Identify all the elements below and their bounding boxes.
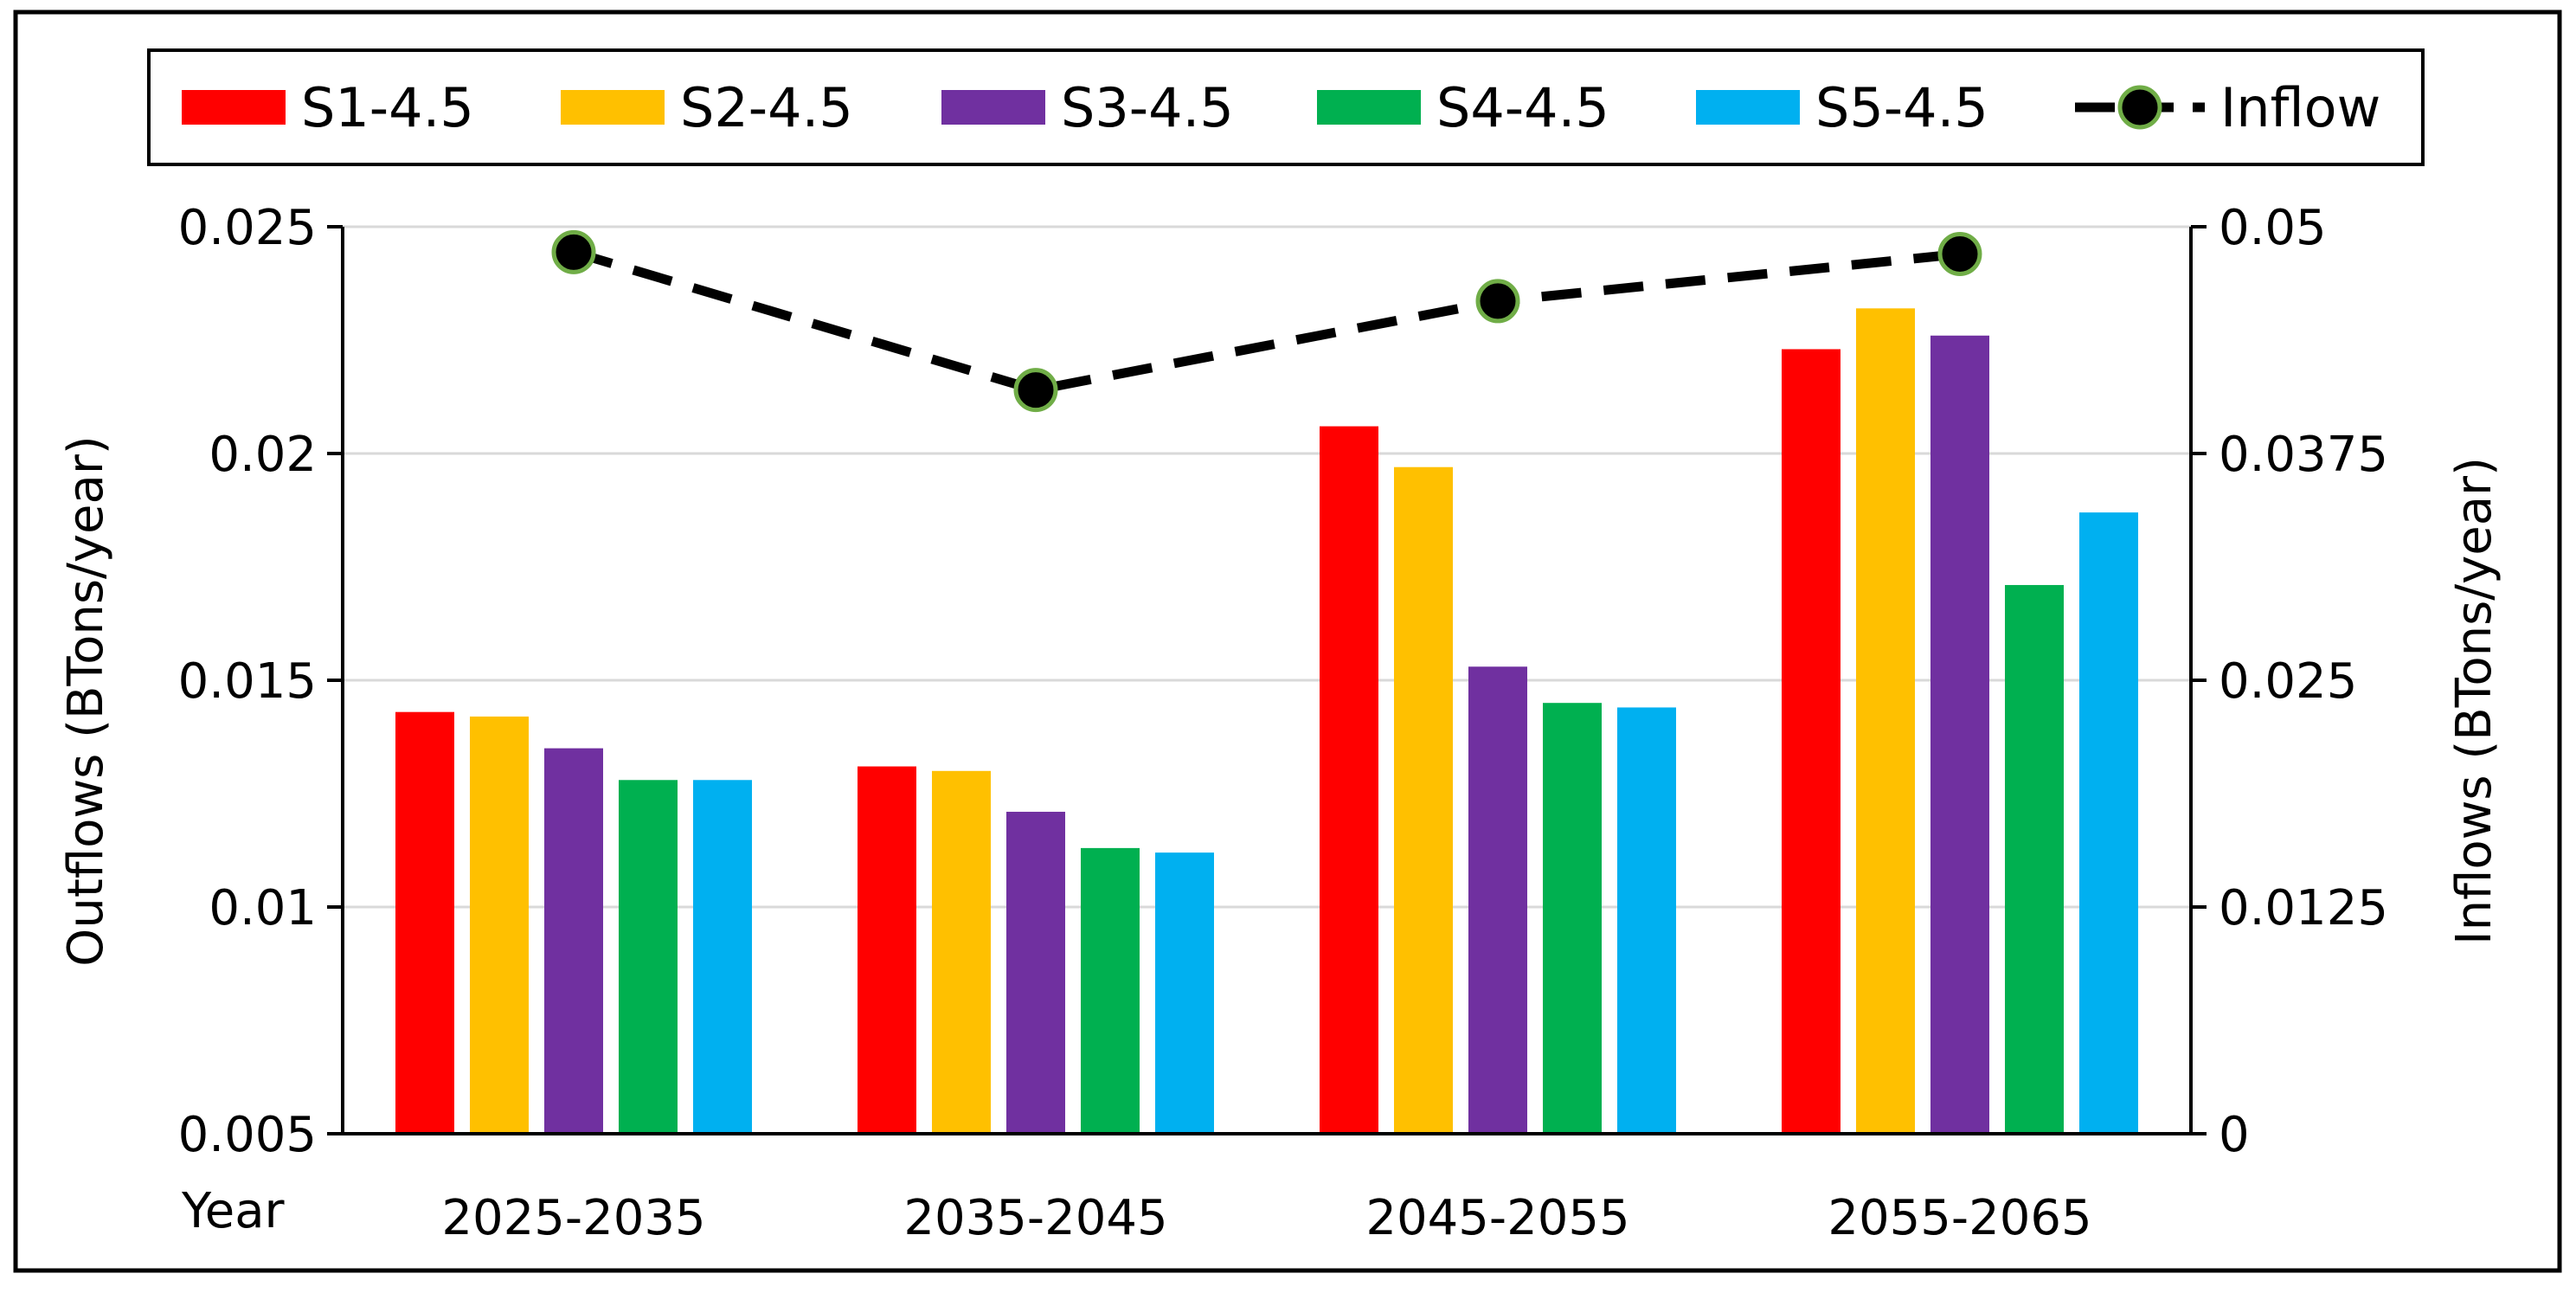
bar-s2-4-5-2055-2065 <box>1856 308 1915 1134</box>
inflow-marker-2045-2055 <box>1475 279 1520 324</box>
y2-tick-label: 0.025 <box>2219 653 2357 710</box>
y2-axis-title: Inflows (BTons/year) <box>2446 457 2502 945</box>
bar-s5-4-5-2035-2045 <box>1155 852 1214 1134</box>
bar-s1-4-5-2025-2035 <box>395 711 454 1134</box>
legend: S1-4.5 S2-4.5 S3-4.5 S4-4.5 S5-4.5 Inflow <box>182 76 2380 139</box>
bar-s2-4-5-2025-2035 <box>470 716 529 1134</box>
y-tick-label: 0.02 <box>209 427 317 483</box>
y2-tick-label: 0 <box>2219 1107 2250 1163</box>
bar-s4-4-5-2055-2065 <box>2005 584 2064 1134</box>
y-tick-label: 0.005 <box>178 1107 317 1163</box>
legend-label-inflow: Inflow <box>2220 76 2380 139</box>
x-axis-title: Year <box>181 1183 286 1239</box>
bar-s5-4-5-2055-2065 <box>2079 512 2138 1134</box>
legend-swatch-s1-4-5 <box>182 90 286 125</box>
y2-tick-label: 0.05 <box>2219 200 2327 256</box>
legend-swatch-s3-4-5 <box>941 90 1045 125</box>
bar-s1-4-5-2055-2065 <box>1782 349 1840 1135</box>
inflow-marker-2035-2045 <box>1013 368 1058 413</box>
y-tick-label: 0.015 <box>178 653 317 710</box>
legend-label-s2-4-5: S2-4.5 <box>680 76 853 139</box>
inflow-line-series <box>551 229 1982 413</box>
x-tick-label: 2025-2035 <box>441 1190 705 1246</box>
y-tick-label: 0.025 <box>178 200 317 256</box>
bar-s5-4-5-2025-2035 <box>693 780 752 1134</box>
bar-s3-4-5-2045-2055 <box>1468 666 1527 1134</box>
bar-s4-4-5-2035-2045 <box>1081 847 1140 1134</box>
bars <box>395 308 2138 1135</box>
y-tick-label: 0.01 <box>209 880 317 936</box>
x-tick-label: 2055-2065 <box>1828 1190 2091 1246</box>
bar-s3-4-5-2055-2065 <box>1930 335 1989 1134</box>
bar-s2-4-5-2035-2045 <box>932 770 991 1134</box>
legend-swatch-s2-4-5 <box>561 90 665 125</box>
bar-s2-4-5-2045-2055 <box>1394 466 1453 1134</box>
bar-s4-4-5-2025-2035 <box>619 780 678 1134</box>
inflow-marker-2025-2035 <box>551 229 596 274</box>
legend-box <box>147 48 2425 166</box>
legend-label-s3-4-5: S3-4.5 <box>1061 76 1234 139</box>
bar-s1-4-5-2045-2055 <box>1320 426 1378 1134</box>
bar-s5-4-5-2045-2055 <box>1617 707 1676 1134</box>
x-tick-label: 2035-2045 <box>903 1190 1167 1246</box>
inflow-marker-2055-2065 <box>1937 231 1982 276</box>
legend-swatch-inflow-marker <box>2117 85 2162 130</box>
y2-tick-label: 0.0375 <box>2219 427 2388 483</box>
legend-label-s5-4-5: S5-4.5 <box>1815 76 1988 139</box>
y2-tick-label: 0.0125 <box>2219 880 2388 936</box>
bar-s3-4-5-2025-2035 <box>544 748 603 1134</box>
y-axis-title: Outflows (BTons/year) <box>58 435 114 966</box>
legend-label-s4-4-5: S4-4.5 <box>1436 76 1609 139</box>
bar-s3-4-5-2035-2045 <box>1006 811 1065 1134</box>
axes: 0.005 0.01 0.015 0.02 0.025 0 0.0125 0.025 0.037… <box>178 200 2388 1246</box>
inflow-line <box>572 248 1961 396</box>
legend-label-s1-4-5: S1-4.5 <box>301 76 474 139</box>
legend-swatch-s4-4-5 <box>1317 90 1421 125</box>
x-tick-label: 2045-2055 <box>1365 1190 1629 1246</box>
bar-s1-4-5-2035-2045 <box>858 766 916 1134</box>
legend-swatch-s5-4-5 <box>1696 90 1800 125</box>
bar-s4-4-5-2045-2055 <box>1543 703 1602 1134</box>
